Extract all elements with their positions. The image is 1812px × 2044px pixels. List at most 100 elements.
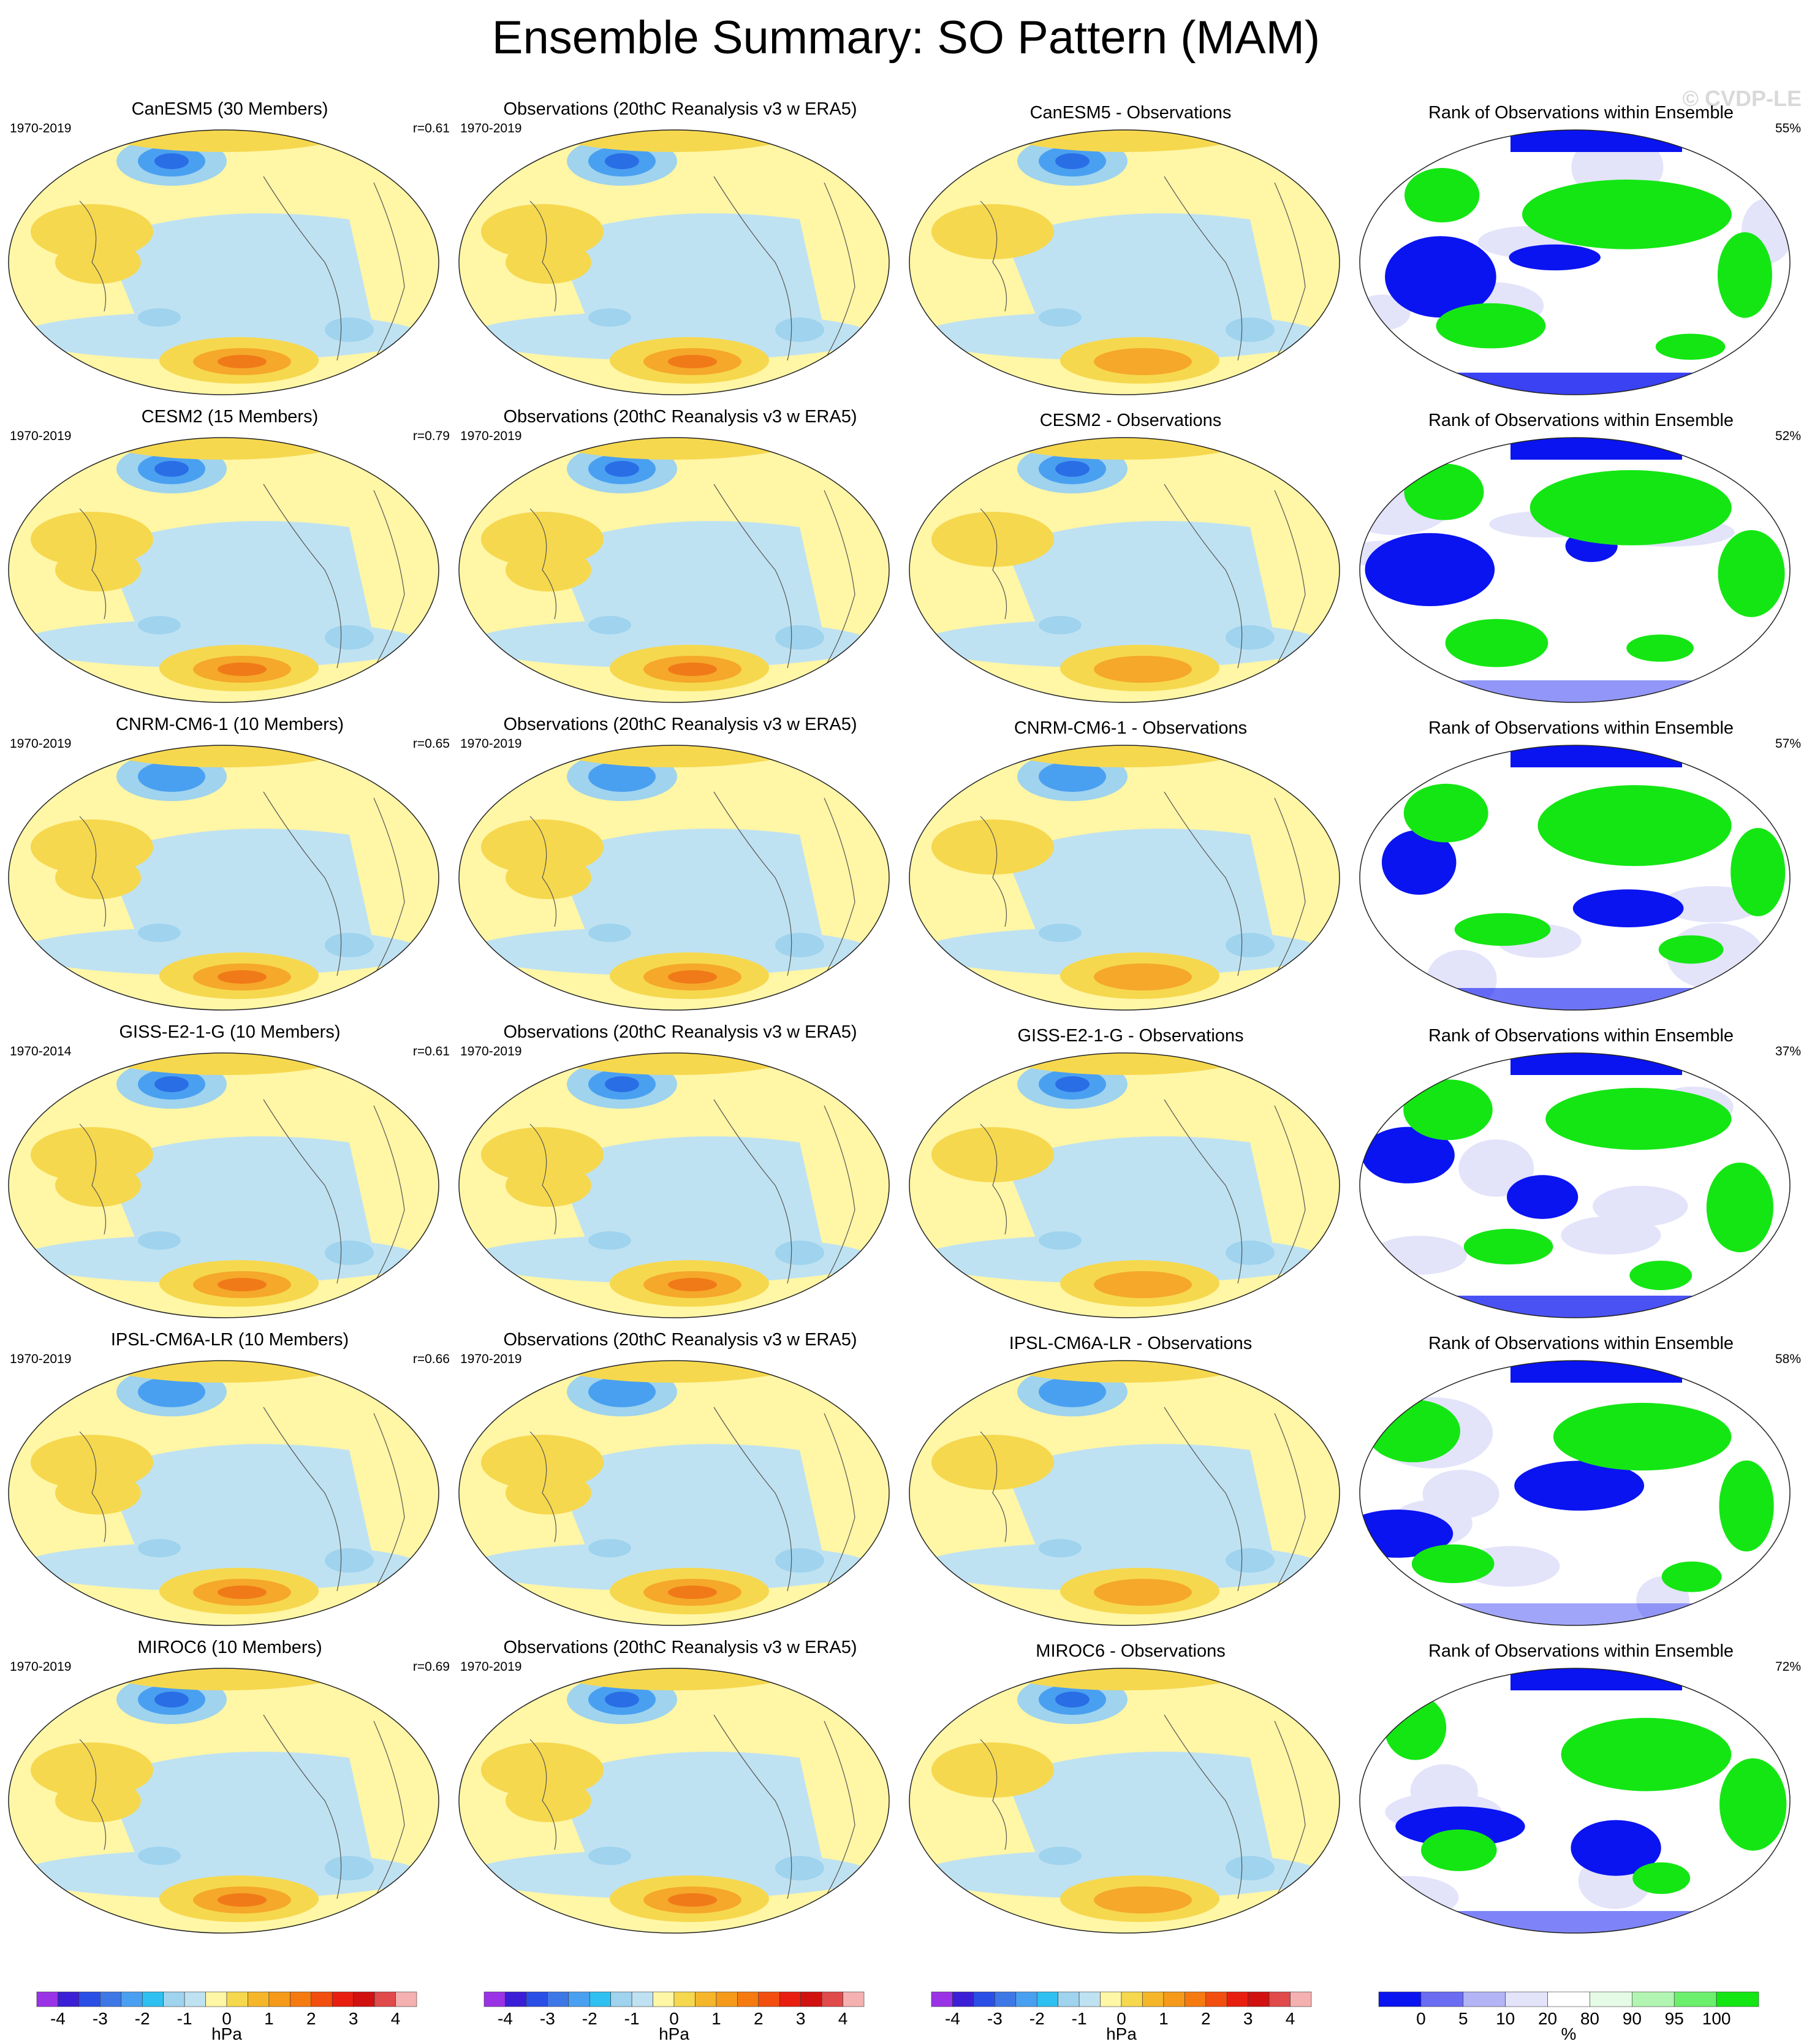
- world-map: [458, 1360, 890, 1626]
- colorbar-difference: -4 -3 -2 -1 0 1 2 3 4 hPa: [925, 1991, 1317, 2043]
- colorbar-swatch: [931, 1991, 953, 2007]
- colorbar-swatch: [653, 1991, 675, 2007]
- world-map: [8, 745, 439, 1011]
- panel-years: 1970-2019: [460, 1044, 522, 1058]
- colorbar-tick-label: 2: [753, 2009, 764, 2028]
- panel-title: Observations (20thC Reanalysis v3 w ERA5…: [503, 1330, 857, 1350]
- colorbar-swatch: [779, 1991, 801, 2007]
- panel-years: 1970-2019: [460, 1660, 522, 1674]
- colorbar-tick-label: 95: [1664, 2009, 1684, 2028]
- panel-years: 1970-2019: [10, 1660, 72, 1674]
- panel-correlation: r=0.65: [412, 737, 450, 751]
- panel-observations-row-1: Observations (20thC Reanalysis v3 w ERA5…: [457, 98, 904, 405]
- colorbar-swatch: [1185, 1991, 1207, 2007]
- world-map: [1359, 745, 1791, 1011]
- panel-years: 1970-2019: [10, 429, 72, 443]
- panel-rank-percent: 52%: [1775, 429, 1801, 443]
- colorbar-swatch: [1590, 1991, 1632, 2007]
- world-map: [909, 129, 1340, 395]
- panel-title: MIROC6 (10 Members): [137, 1638, 322, 1657]
- colorbar-model: -4 -3 -2 -1 0 1 2 3 4 hPa: [31, 1991, 423, 2043]
- panel-rank-row-1: Rank of Observations within Ensemble 55%: [1357, 98, 1805, 405]
- colorbar-swatch: [673, 1991, 696, 2007]
- colorbar-swatch: [716, 1991, 738, 2007]
- colorbar-tick-label: 10: [1496, 2009, 1515, 2028]
- panel-correlation: r=0.61: [412, 121, 450, 135]
- world-map: [909, 1052, 1340, 1318]
- colorbar-tick-label: 0: [669, 2009, 679, 2028]
- panel-years: 1970-2019: [10, 1352, 72, 1366]
- colorbar-swatch: [311, 1991, 333, 2007]
- panel-title: Rank of Observations within Ensemble: [1428, 1026, 1734, 1046]
- world-map: [1359, 437, 1791, 703]
- colorbar-tick-label: 3: [1243, 2009, 1253, 2028]
- colorbar-tick-label: 100: [1702, 2009, 1731, 2028]
- colorbar-swatch: [1268, 1991, 1291, 2007]
- colorbar-tick-label: 0: [222, 2009, 232, 2028]
- colorbar-tick-label: 4: [1285, 2009, 1295, 2028]
- panel-difference-row-6: MIROC6 - Observations: [907, 1636, 1354, 1943]
- world-map: [1359, 1360, 1791, 1626]
- panel-difference-row-5: IPSL-CM6A-LR - Observations: [907, 1329, 1354, 1635]
- colorbar-tick-label: 0: [1116, 2009, 1126, 2028]
- colorbar-tick-label: 1: [711, 2009, 721, 2028]
- colorbar-swatch: [1142, 1991, 1164, 2007]
- colorbar-swatches: [483, 1991, 865, 2007]
- colorbar-swatch: [800, 1991, 822, 2007]
- colorbar-swatch: [589, 1991, 611, 2007]
- colorbar-tick-label: 80: [1580, 2009, 1600, 2028]
- panel-title: CESM2 - Observations: [1039, 411, 1222, 430]
- colorbar-swatch: [568, 1991, 590, 2007]
- panel-years: 1970-2019: [460, 429, 522, 443]
- colorbar-swatch: [483, 1991, 506, 2007]
- colorbar-swatch: [353, 1991, 375, 2007]
- panel-title: Observations (20thC Reanalysis v3 w ERA5…: [503, 1022, 857, 1042]
- colorbar-tick-label: -1: [624, 2009, 640, 2028]
- panel-years: 1970-2019: [460, 737, 522, 751]
- colorbar-swatch: [205, 1991, 227, 2007]
- panel-correlation: r=0.79: [412, 429, 450, 443]
- colorbar-swatch: [268, 1991, 290, 2007]
- colorbar-swatch: [737, 1991, 759, 2007]
- colorbar-swatch: [395, 1991, 417, 2007]
- colorbar-swatch: [163, 1991, 185, 2007]
- colorbar-swatch: [36, 1991, 58, 2007]
- colorbar-tick-label: -4: [944, 2009, 960, 2028]
- world-map: [458, 129, 890, 395]
- colorbar-swatch: [1463, 1991, 1506, 2007]
- colorbar-swatch: [58, 1991, 80, 2007]
- panel-model-row-5: IPSL-CM6A-LR (10 Members) 1970-2019 r=0.66: [6, 1329, 453, 1635]
- panel-rank-row-3: Rank of Observations within Ensemble 57%: [1357, 713, 1805, 1020]
- colorbar-unit-label: %: [1561, 2024, 1577, 2043]
- panel-years: 1970-2019: [10, 121, 72, 135]
- colorbar-tick-label: -1: [1071, 2009, 1087, 2028]
- world-map: [909, 1360, 1340, 1626]
- panel-correlation: r=0.66: [412, 1352, 450, 1366]
- world-map: [8, 1668, 439, 1934]
- panel-title: Rank of Observations within Ensemble: [1428, 103, 1734, 123]
- colorbar-swatch: [332, 1991, 354, 2007]
- panel-difference-row-3: CNRM-CM6-1 - Observations: [907, 713, 1354, 1020]
- colorbar-swatch: [547, 1991, 569, 2007]
- world-map: [458, 1052, 890, 1318]
- panel-observations-row-3: Observations (20thC Reanalysis v3 w ERA5…: [457, 713, 904, 1020]
- colorbar-swatch: [78, 1991, 100, 2007]
- world-map: [458, 437, 890, 703]
- panel-rank-percent: 58%: [1775, 1352, 1801, 1366]
- world-map: [458, 745, 890, 1011]
- colorbar-swatch: [1163, 1991, 1185, 2007]
- colorbar-tick-label: -4: [50, 2009, 66, 2028]
- panel-observations-row-4: Observations (20thC Reanalysis v3 w ERA5…: [457, 1021, 904, 1328]
- colorbar-swatch: [1378, 1991, 1422, 2007]
- colorbar-swatch: [374, 1991, 396, 2007]
- colorbar-swatch: [505, 1991, 527, 2007]
- colorbar-observations: -4 -3 -2 -1 0 1 2 3 4 hPa: [478, 1991, 870, 2043]
- colorbar-tick-label: 3: [348, 2009, 358, 2028]
- colorbar-tick-label: 90: [1622, 2009, 1642, 2028]
- colorbar-tick-label: 2: [1200, 2009, 1211, 2028]
- panel-rank-percent: 57%: [1775, 737, 1801, 751]
- world-map: [1359, 129, 1791, 395]
- colorbar-swatch: [1121, 1991, 1143, 2007]
- panel-correlation: r=0.61: [412, 1044, 450, 1058]
- colorbar-swatches: [1378, 1991, 1759, 2007]
